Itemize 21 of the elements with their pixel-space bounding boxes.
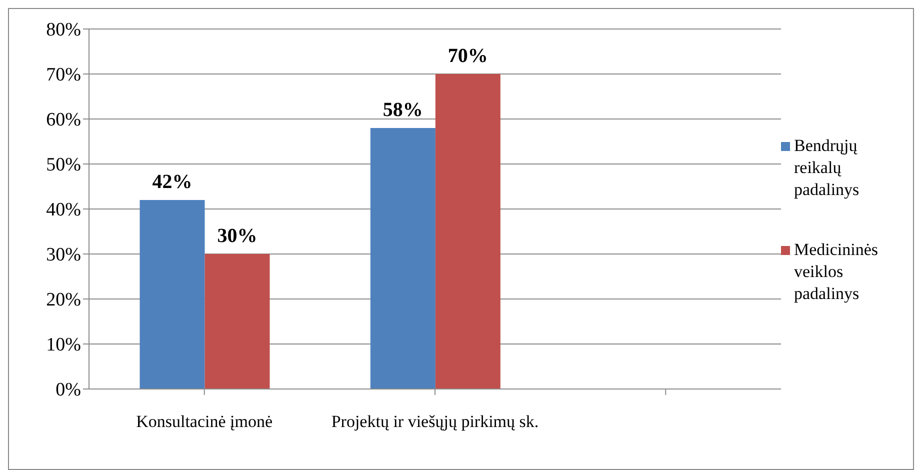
y-tick-label: 70% [46, 64, 82, 86]
x-tick-label: Projektų ir viešųjų pirkimų sk. [331, 412, 539, 432]
data-label: 30% [217, 225, 258, 247]
y-tick-label: 0% [56, 380, 82, 401]
y-tick-label: 30% [46, 244, 82, 266]
bar [140, 200, 205, 389]
bar [435, 74, 500, 389]
y-tick-label: 10% [46, 334, 82, 356]
y-tick-label: 60% [46, 110, 82, 131]
x-tick-label: Konsultacinė įmonė [136, 412, 273, 432]
y-tick-label: 80% [46, 20, 82, 41]
bar [204, 254, 270, 389]
y-tick-label: 40% [46, 200, 82, 221]
y-tick-label: 50% [46, 154, 82, 176]
data-label: 70% [448, 45, 488, 67]
y-tick-label: 20% [46, 290, 82, 311]
data-label: 58% [382, 99, 423, 121]
legend-label: Bendrųjų reikalų padalinys [794, 135, 860, 201]
legend-label: Medicininės veiklos padalinys [794, 239, 880, 305]
data-label: 42% [152, 171, 192, 193]
bar [370, 128, 436, 389]
